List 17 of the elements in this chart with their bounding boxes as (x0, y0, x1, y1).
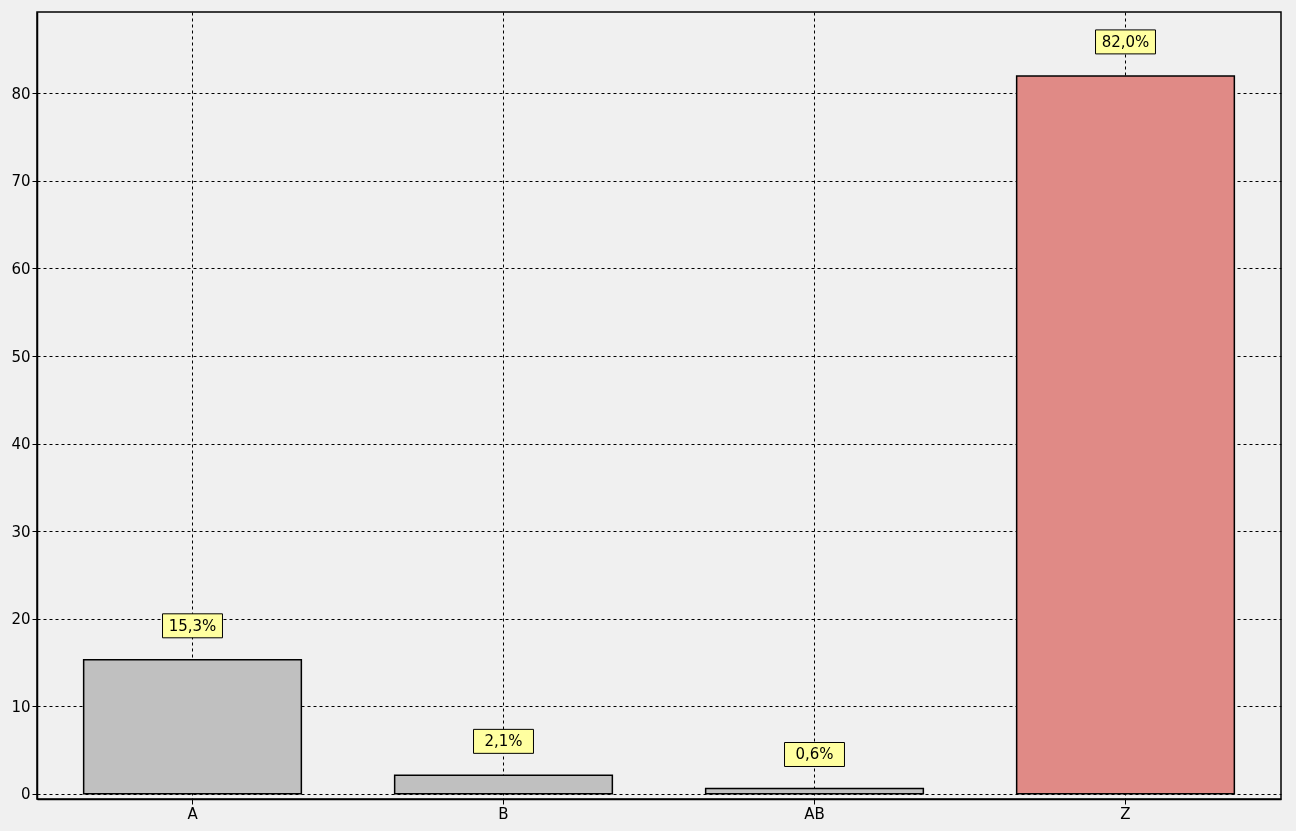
y-tick-label: 40 (11, 435, 31, 454)
y-tick-label: 50 (11, 347, 31, 366)
x-tick-label: Z (1120, 804, 1131, 823)
y-tick-label: 30 (11, 522, 31, 541)
data-label: 15,3% (168, 616, 217, 635)
x-tick-label: A (187, 804, 199, 823)
y-tick-label: 20 (11, 610, 31, 629)
y-tick-label: 70 (11, 172, 31, 191)
data-label: 0,6% (795, 745, 834, 764)
x-tick-label: B (498, 804, 509, 823)
y-tick-label: 0 (20, 785, 31, 804)
y-tick-label: 10 (11, 697, 31, 716)
y-tick-label: 80 (11, 84, 31, 103)
x-tick-label: AB (804, 804, 825, 823)
y-tick-label: 60 (11, 260, 31, 278)
data-label: 2,1% (484, 732, 523, 751)
data-label: 82,0% (1101, 32, 1150, 51)
